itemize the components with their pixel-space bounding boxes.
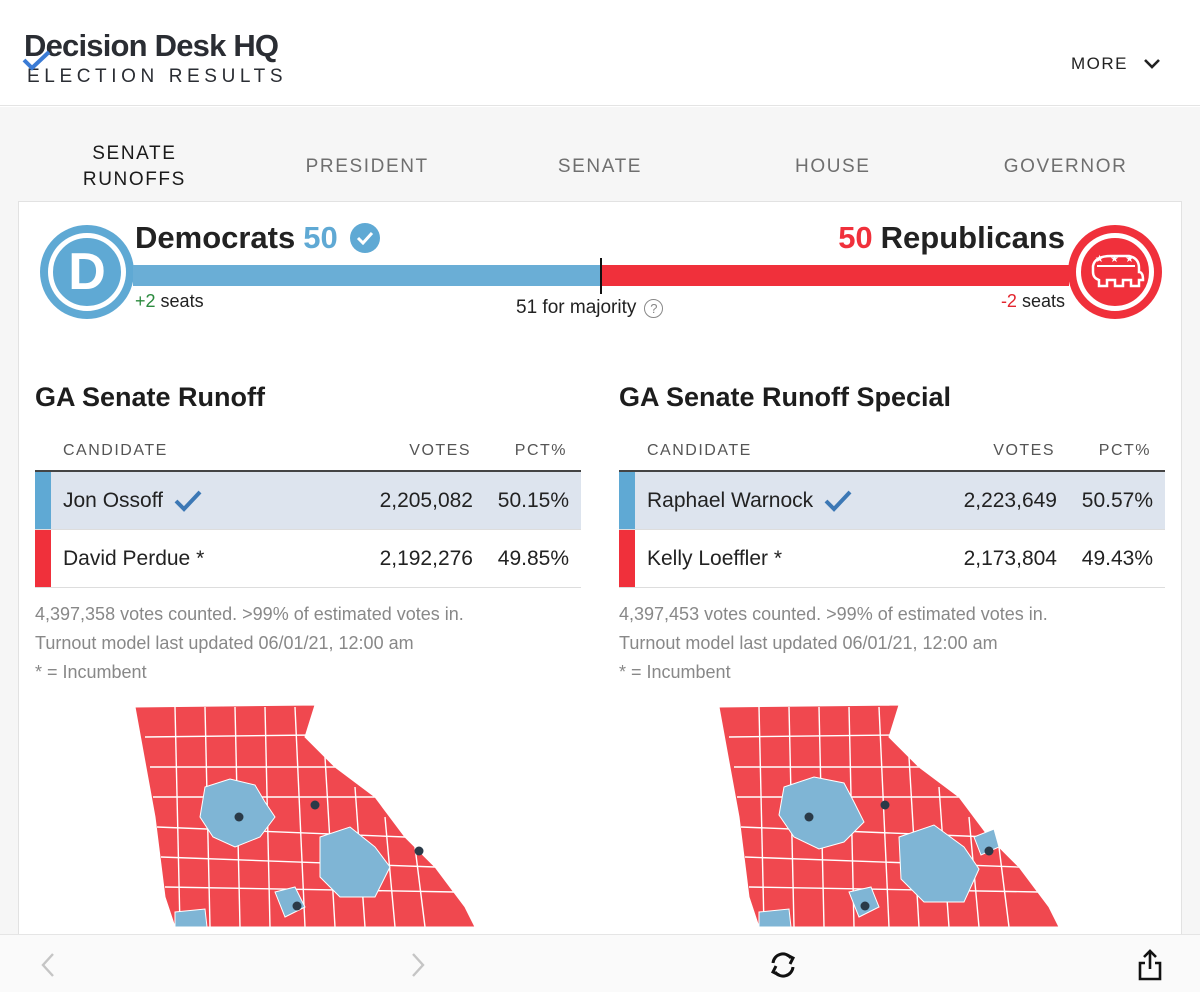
candidate-pct: 50.57% <box>1081 488 1153 512</box>
race-notes: 4,397,453 votes counted. >99% of estimat… <box>619 604 1048 682</box>
svg-text:★: ★ <box>1095 254 1104 265</box>
chevron-down-icon <box>1144 59 1160 69</box>
tab-house[interactable]: HOUSE <box>795 156 871 177</box>
candidate-votes: 2,192,276 <box>379 546 473 570</box>
candidate-name: Kelly Loeffler * <box>647 546 783 570</box>
svg-text:★: ★ <box>1110 254 1119 265</box>
republicans-summary: 50 Republicans <box>838 220 1065 256</box>
logo-check-icon <box>22 50 51 71</box>
reload-icon[interactable] <box>767 949 799 981</box>
candidate-pct: 49.85% <box>497 546 569 570</box>
tab-governor[interactable]: GOVERNOR <box>1003 156 1128 177</box>
democrats-summary: Democrats 50 <box>135 220 380 256</box>
table-row[interactable]: Raphael Warnock 2,223,649 50.57% <box>619 472 1165 530</box>
republican-bar-segment <box>601 265 1069 286</box>
race-title: GA Senate Runoff Special <box>619 382 952 412</box>
table-row[interactable]: David Perdue * 2,192,276 49.85% <box>35 530 581 588</box>
tab-senate[interactable]: SENATE <box>557 156 643 177</box>
help-icon[interactable]: ? <box>644 298 664 318</box>
democrats-label: Democrats <box>135 220 296 255</box>
democrat-seat-change: +2 seats <box>135 291 204 311</box>
more-menu-button[interactable]: MORE <box>1071 54 1162 74</box>
svg-text:★: ★ <box>1125 254 1134 265</box>
county-results-map[interactable] <box>135 697 475 927</box>
site-logo[interactable]: Decision Desk HQ ELECTION RESULTS <box>22 28 288 88</box>
democrat-bar-segment <box>133 265 601 286</box>
browser-toolbar <box>0 934 1200 992</box>
forward-icon[interactable] <box>402 949 434 981</box>
candidate-name: Raphael Warnock <box>647 488 814 512</box>
winner-check-icon <box>824 490 852 512</box>
majority-label: 51 for majority <box>516 297 637 318</box>
site-header: Decision Desk HQ ELECTION RESULTS MORE <box>0 0 1200 106</box>
county-results-map[interactable] <box>719 697 1059 927</box>
results-card: D ★ ★ ★ Democrats 50 50 Republicans <box>18 201 1182 992</box>
majority-check-icon <box>349 223 380 253</box>
democrats-seat-count: 50 <box>303 220 338 255</box>
candidate-votes: 2,205,082 <box>379 488 473 512</box>
race-tabs: SENATE RUNOFFS PRESIDENT SENATE HOUSE GO… <box>18 125 1182 209</box>
republican-elephant-icon: ★ ★ ★ <box>1068 225 1162 319</box>
candidate-votes: 2,173,804 <box>963 546 1057 570</box>
logo-title: Decision Desk HQ <box>24 28 279 63</box>
republicans-seat-count: 50 <box>838 220 873 255</box>
logo-subtitle: ELECTION RESULTS <box>27 66 288 87</box>
race-ga-senate-runoff-special: GA Senate Runoff Special CANDIDATE VOTES… <box>619 382 1165 687</box>
race-title: GA Senate Runoff <box>35 382 266 412</box>
candidate-name: David Perdue * <box>63 546 205 570</box>
balance-of-power-bar <box>133 265 1069 286</box>
more-label: MORE <box>1071 54 1128 73</box>
tab-president[interactable]: PRESIDENT <box>305 156 429 177</box>
republicans-label: Republicans <box>880 220 1065 255</box>
share-icon[interactable] <box>1134 949 1166 981</box>
table-header: CANDIDATE VOTES PCT% <box>619 432 1165 472</box>
tab-senate-runoffs[interactable]: SENATE RUNOFFS <box>18 125 251 209</box>
candidate-pct: 49.43% <box>1081 546 1153 570</box>
democrat-logo-icon: D <box>40 225 134 319</box>
table-header: CANDIDATE VOTES PCT% <box>35 432 581 472</box>
table-row[interactable]: Kelly Loeffler * 2,173,804 49.43% <box>619 530 1165 588</box>
table-row[interactable]: Jon Ossoff 2,205,082 50.15% <box>35 472 581 530</box>
republican-seat-change: -2 seats <box>1000 291 1065 311</box>
candidate-pct: 50.15% <box>497 488 569 512</box>
majority-threshold: 51 for majority ? <box>516 297 664 319</box>
candidate-votes: 2,223,649 <box>963 488 1057 512</box>
race-notes: 4,397,358 votes counted. >99% of estimat… <box>35 604 464 682</box>
race-ga-senate-runoff: GA Senate Runoff CANDIDATE VOTES PCT% Jo… <box>35 382 581 687</box>
winner-check-icon <box>174 490 202 512</box>
candidate-name: Jon Ossoff <box>63 488 163 512</box>
majority-marker <box>600 258 602 294</box>
page-body: SENATE RUNOFFS PRESIDENT SENATE HOUSE GO… <box>0 107 1200 992</box>
back-icon[interactable] <box>32 949 64 981</box>
